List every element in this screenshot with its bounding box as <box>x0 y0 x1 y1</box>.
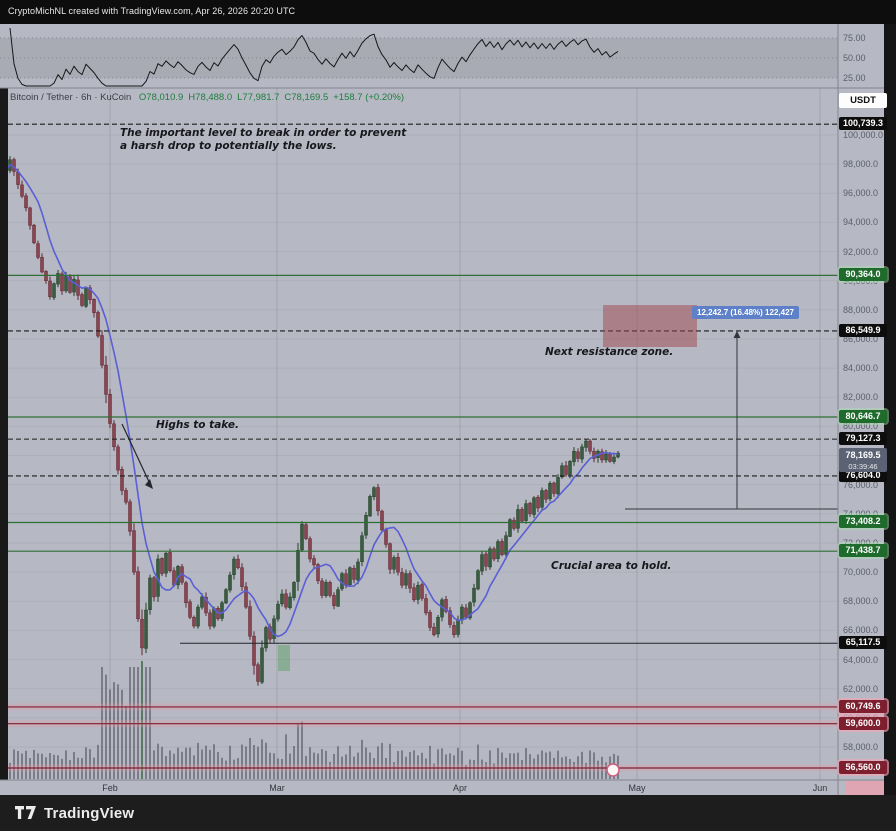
ohlc-value: O78,010.9 <box>138 92 184 103</box>
time-axis[interactable]: Feb Mar Apr May Jun <box>0 780 884 795</box>
left-crop-strip <box>0 88 8 780</box>
oscillator-tick-label: 75.00 <box>843 33 866 43</box>
month-label-jun: Jun <box>812 783 828 793</box>
price-tick-label: 92,000.0 <box>843 246 879 257</box>
price-axis[interactable]: USDT 100,000.0 98,000.0 96,000.0 94,000.0 92… <box>838 24 896 781</box>
ohlc-value: H78,488.0 <box>188 92 233 103</box>
price-tick-label: 80,000.0 <box>843 421 879 432</box>
price-tick-label: 62,000.0 <box>843 683 879 694</box>
level-price-label: 71,438.7 <box>839 544 887 558</box>
level-price-label: 79,127.3 <box>839 432 887 446</box>
ohlc-values: O78,010.9 H78,488.0 L77,981.7 C78,169.5 +158… <box>134 92 404 103</box>
price-tick-label: 94,000.0 <box>843 217 879 228</box>
trend-arrow[interactable] <box>121 423 152 487</box>
price-tick-label: 84,000.0 <box>843 363 879 374</box>
price-tick-label: 96,000.0 <box>843 188 879 199</box>
oscillator-band <box>0 38 838 78</box>
level-price-label: 100,739.3 <box>839 117 887 131</box>
currency-badge: USDT <box>839 93 887 108</box>
price-tick-label: 100,000.0 <box>843 130 884 140</box>
support-box[interactable] <box>278 645 290 671</box>
price-tick-label: 76,000.0 <box>843 479 879 490</box>
axis-corner-highlight <box>845 781 884 795</box>
drawing-marker-icon[interactable] <box>606 763 620 777</box>
price-tick-label: 86,000.0 <box>843 333 879 344</box>
resistance-zone[interactable] <box>603 305 697 347</box>
price-tick-label: 64,000.0 <box>843 654 879 665</box>
level-price-label: 86,549.9 <box>839 323 887 337</box>
month-label-feb: Feb <box>102 783 118 793</box>
attribution-text: CryptoMichNL created with TradingView.co… <box>8 6 296 16</box>
price-tick-label: 58,000.0 <box>843 741 879 752</box>
level-price-label: 73,408.2 <box>839 515 887 529</box>
level-price-label: 80,646.7 <box>839 409 887 423</box>
ohlc-value: C78,169.5 <box>284 92 329 103</box>
ohlc-value: L77,981.7 <box>237 92 280 103</box>
price-tick-label: 72,000.0 <box>843 537 879 548</box>
level-price-label: 90,364.0 <box>839 268 887 282</box>
price-tick-label: 88,000.0 <box>843 304 879 315</box>
trend-arrowhead <box>145 479 153 489</box>
price-tick-label: 68,000.0 <box>843 596 879 607</box>
price-tick-label: 74,000.0 <box>843 508 879 519</box>
current-price-label: 78,169.5 03:39:46 <box>839 448 887 473</box>
month-label-mar: Mar <box>269 783 285 793</box>
symbol-title[interactable]: Bitcoin / Tether · 6h · KuCoin <box>10 92 132 103</box>
month-label-may: May <box>628 783 646 793</box>
range-tool-arrowhead <box>733 330 741 338</box>
ohlc-value: +158.7 (+0.20%) <box>333 92 405 103</box>
price-tick-label: 70,000.0 <box>843 567 879 578</box>
level-price-label: 76,604.0 <box>839 468 887 482</box>
level-price-label: 59,600.0 <box>839 716 887 730</box>
rsi-line <box>9 27 619 87</box>
tradingview-logo <box>15 806 36 819</box>
price-tick-label: 98,000.0 <box>843 159 879 170</box>
attribution-bar: CryptoMichNL created with TradingView.co… <box>0 0 896 24</box>
footer: TradingView <box>0 795 896 831</box>
price-tick-label: 66,000.0 <box>843 625 879 636</box>
ma-line <box>5 164 619 638</box>
month-label-apr: Apr <box>452 783 468 793</box>
oscillator-tick-label: 25.00 <box>843 73 866 83</box>
level-price-label: 65,117.5 <box>839 636 887 650</box>
price-tick-label: 82,000.0 <box>843 392 879 403</box>
tradingview-wordmark: TradingView <box>44 805 135 822</box>
symbol-legend: Bitcoin / Tether · 6h · KuCoin O78,010.9… <box>10 92 404 103</box>
oscillator-tick-label: 50.00 <box>843 53 866 63</box>
candlesticks <box>4 156 620 686</box>
level-price-label: 60,749.6 <box>839 699 887 713</box>
level-price-label: 56,560.0 <box>839 760 887 774</box>
plot-background <box>0 24 884 795</box>
volume-bars <box>5 661 619 779</box>
